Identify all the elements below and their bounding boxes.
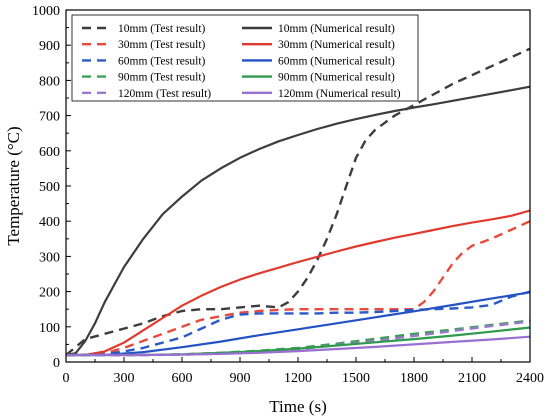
y-tick-label: 600 bbox=[39, 145, 60, 160]
x-tick-label: 1200 bbox=[284, 371, 312, 386]
legend-label: 30mm (Numerical result) bbox=[278, 39, 395, 51]
y-tick-label: 200 bbox=[39, 286, 60, 301]
y-tick-label: 0 bbox=[53, 356, 60, 371]
x-axis-title: Time (s) bbox=[269, 397, 326, 416]
plot-lines bbox=[65, 47, 531, 357]
legend-label: 60mm (Test result) bbox=[118, 55, 206, 67]
legend: 10mm (Test result) 30mm (Test result) 60mm… bbox=[71, 14, 419, 102]
x-tick-label: 900 bbox=[230, 371, 251, 386]
y-tick-label: 1000 bbox=[32, 4, 60, 19]
x-tick-label: 2100 bbox=[458, 371, 486, 386]
y-tick-label: 400 bbox=[39, 215, 60, 230]
series-line-2 bbox=[66, 290, 531, 357]
series-line-9 bbox=[66, 335, 531, 357]
legend-label: 120mm (Test result) bbox=[118, 88, 211, 100]
y-tick-label: 700 bbox=[39, 110, 60, 125]
legend-label: 10mm (Test result) bbox=[118, 23, 206, 35]
y-tick-label: 900 bbox=[39, 39, 60, 54]
y-axis-title: Temperature (°C) bbox=[4, 126, 23, 245]
x-tick-label: 600 bbox=[172, 371, 193, 386]
legend-label: 60mm (Numerical result) bbox=[278, 55, 395, 67]
x-tick-label: 0 bbox=[63, 371, 70, 386]
x-tick-label: 2400 bbox=[516, 371, 544, 386]
plot-frame bbox=[65, 9, 531, 363]
series-line-1 bbox=[66, 220, 531, 357]
legend-label: 120mm (Numerical result) bbox=[278, 88, 401, 100]
tick-labels: 0 300 600 900 1200 1500 1800 2100 2400 0 100 200 300… bbox=[32, 4, 544, 386]
y-tick-label: 800 bbox=[39, 74, 60, 89]
x-tick-label: 300 bbox=[114, 371, 135, 386]
series-line-0 bbox=[65, 47, 531, 356]
legend-label: 90mm (Test result) bbox=[118, 72, 206, 84]
series-line-6 bbox=[66, 209, 531, 357]
legend-label: 90mm (Numerical result) bbox=[278, 72, 395, 84]
y-tick-label: 500 bbox=[39, 180, 60, 195]
legend-box bbox=[71, 14, 419, 102]
legend-label: 10mm (Numerical result) bbox=[278, 23, 395, 35]
x-tick-label: 1500 bbox=[342, 371, 370, 386]
y-tick-label: 300 bbox=[39, 250, 60, 265]
y-tick-label: 100 bbox=[39, 321, 60, 336]
legend-label: 30mm (Test result) bbox=[118, 39, 206, 51]
series-line-5 bbox=[65, 85, 531, 357]
x-tick-label: 1800 bbox=[400, 371, 428, 386]
series-line-7 bbox=[66, 291, 531, 357]
